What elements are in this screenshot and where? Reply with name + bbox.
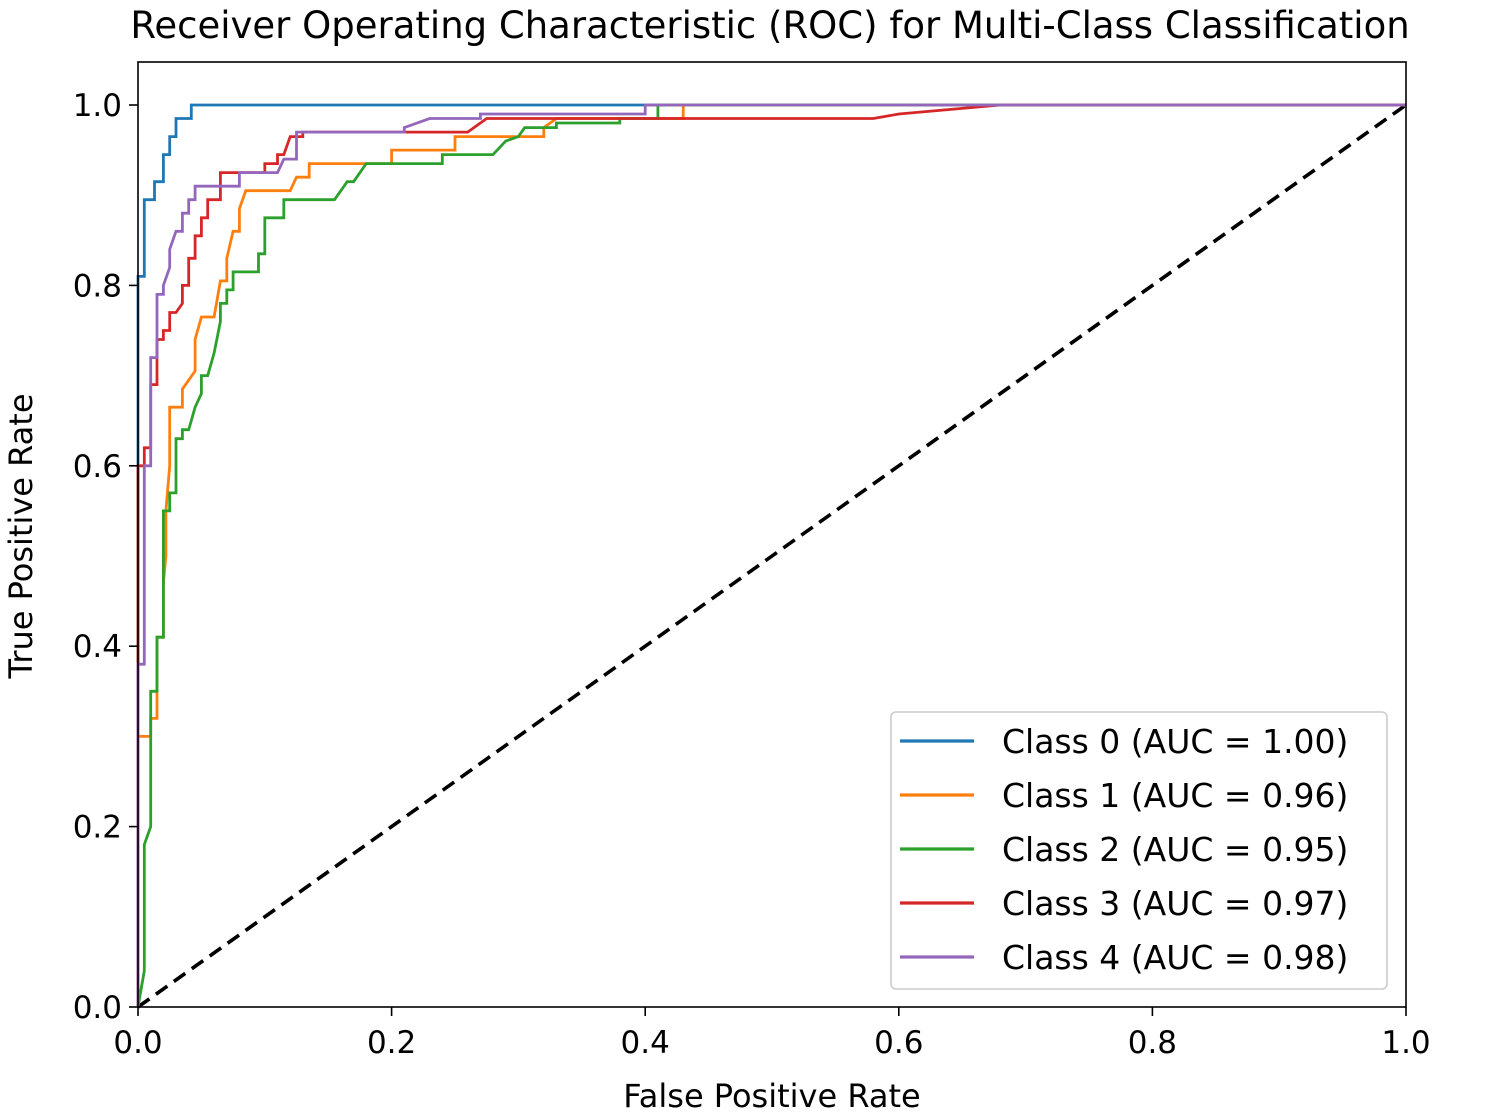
legend-items: Class 0 (AUC = 1.00) Class 1 (AUC = 0.96)… (900, 722, 1348, 977)
reference-diagonal-line (136, 103, 1408, 1009)
roc-curve-class-2 (136, 103, 1406, 1008)
legend: Class 0 (AUC = 1.00) Class 1 (AUC = 0.96)… (890, 711, 1388, 990)
x-tick-label: 0.8 (1128, 1025, 1177, 1061)
x-tick-label: 0.0 (113, 1025, 162, 1061)
x-tick-label: 1.0 (1381, 1025, 1430, 1061)
legend-box (890, 711, 1388, 990)
y-tick-label: 0.2 (73, 810, 122, 846)
legend-label-class-1: Class 1 (AUC = 0.96) (1002, 776, 1348, 815)
y-tick-label: 0.4 (73, 629, 122, 665)
y-tick-label: 0.6 (73, 449, 122, 485)
legend-label-class-4: Class 4 (AUC = 0.98) (1002, 938, 1348, 977)
y-tick-label: 0.0 (73, 990, 122, 1026)
legend-label-class-2: Class 2 (AUC = 0.95) (1002, 830, 1348, 869)
y-axis-ticks: 0.0 0.2 0.4 0.6 0.8 1.0 (73, 88, 138, 1026)
roc-curve-class-0 (136, 103, 1406, 1007)
legend-label-class-3: Class 3 (AUC = 0.97) (1002, 884, 1348, 923)
y-tick-label: 1.0 (73, 88, 122, 124)
roc-curve-class-3 (136, 103, 1406, 1007)
curves-layer (136, 103, 1408, 1009)
roc-curve-class-4 (136, 103, 1406, 1007)
y-axis-label: True Positive Rate (2, 393, 40, 679)
y-tick-label: 0.8 (73, 268, 122, 304)
x-tick-label: 0.4 (621, 1025, 670, 1061)
chart-title: Receiver Operating Characteristic (ROC) … (130, 4, 1409, 47)
x-tick-label: 0.6 (874, 1025, 923, 1061)
x-tick-label: 0.2 (367, 1025, 416, 1061)
x-axis-ticks: 0.0 0.2 0.4 0.6 0.8 1.0 (113, 1007, 1431, 1061)
x-axis-label: False Positive Rate (623, 1077, 920, 1114)
plot-frame (137, 61, 1407, 1008)
legend-label-class-0: Class 0 (AUC = 1.00) (1002, 722, 1348, 761)
